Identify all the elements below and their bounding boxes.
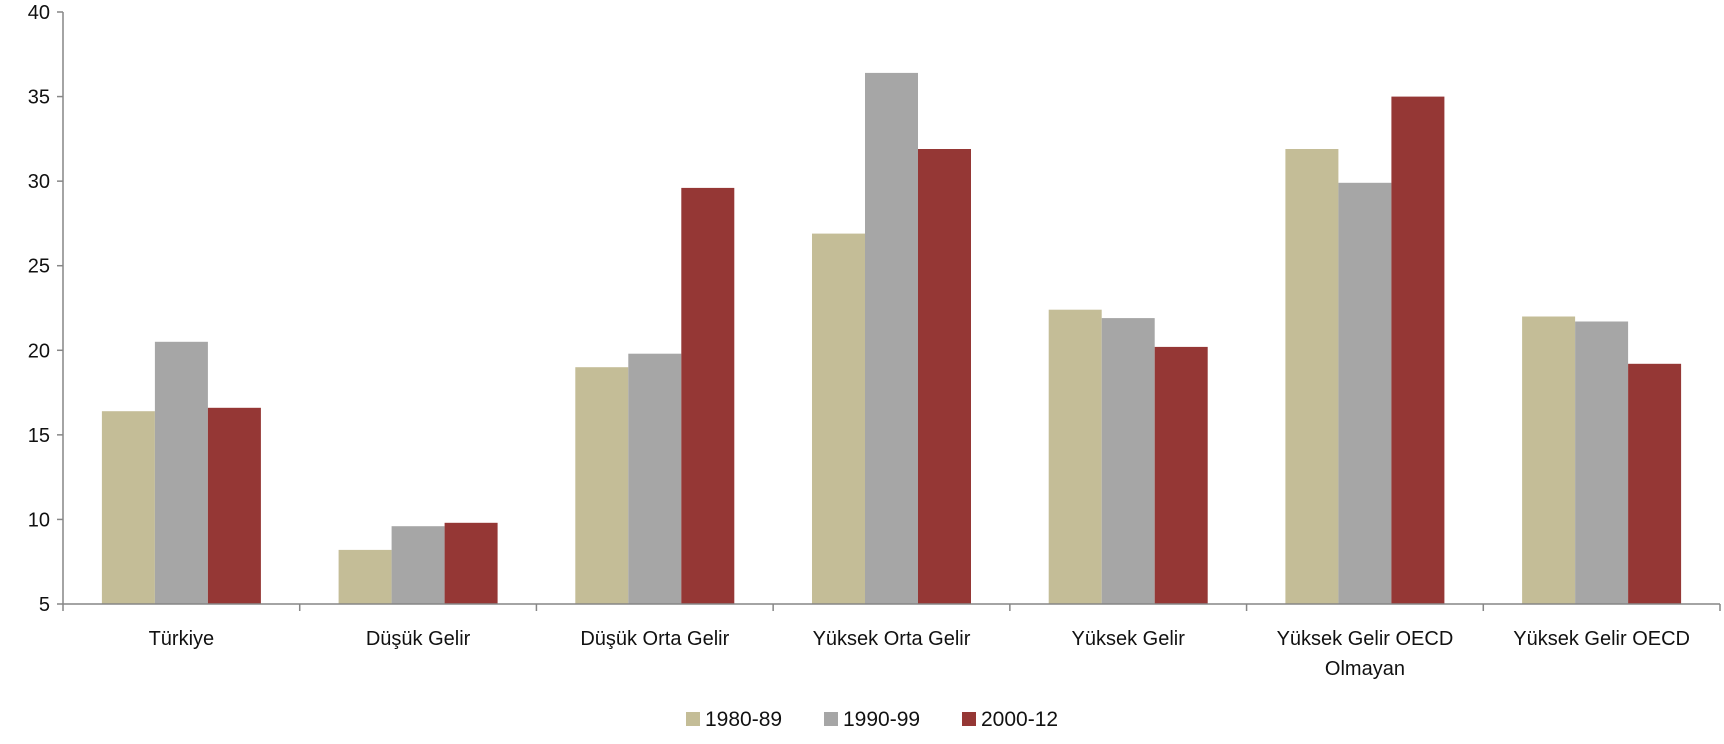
bar-1980-89-2 (575, 367, 629, 604)
x-tick-label-3-0: Yüksek Orta Gelir (813, 628, 971, 650)
bar-2000-12-1 (444, 522, 498, 604)
x-tick-label-4-0: Yüksek Gelir (1072, 628, 1186, 650)
legend-label-2000-12: 2000-12 (981, 708, 1058, 731)
legend: 1980-89 1990-99 2000-12 (686, 708, 1058, 731)
bar-2000-12-6 (1628, 363, 1682, 604)
bar-1980-89-6 (1522, 316, 1576, 604)
bar-1980-89-4 (1048, 309, 1102, 604)
bar-2000-12-0 (207, 407, 261, 604)
bar-1980-89-3 (812, 233, 865, 604)
y-tick-label-30: 30 (28, 171, 50, 193)
x-tick-label-5-0: Yüksek Gelir OECD (1277, 628, 1454, 650)
y-tick-label-35: 35 (28, 87, 50, 109)
axes-layer (57, 11, 1721, 611)
y-tick-label-20: 20 (28, 340, 50, 362)
bar-1990-99-0 (154, 341, 208, 604)
x-tick-label-2-0: Düşük Orta Gelir (580, 628, 729, 650)
bars-layer (101, 72, 1682, 605)
bar-1990-99-3 (865, 72, 918, 604)
legend-label-1990-99: 1990-99 (843, 708, 920, 731)
legend-swatch-1990-99 (824, 712, 838, 726)
bar-2000-12-2 (681, 187, 735, 604)
legend-label-1980-89: 1980-89 (705, 708, 782, 731)
y-tick-label-25: 25 (28, 256, 50, 278)
labels-layer: 5 10 15 20 25 30 35 40 Türkiye Düşük Gelir Düşük O… (28, 2, 1690, 680)
bar-1990-99-5 (1338, 182, 1392, 605)
bar-2000-12-3 (918, 149, 971, 604)
x-tick-label-1-0: Düşük Gelir (366, 628, 471, 650)
bar-2000-12-5 (1391, 96, 1445, 604)
x-tick-label-0-0: Türkiye (149, 628, 215, 650)
bar-1990-99-2 (628, 353, 682, 604)
bar-1990-99-1 (391, 526, 445, 604)
legend-swatch-2000-12 (962, 712, 976, 726)
y-tick-label-10: 10 (28, 509, 50, 531)
y-tick-label-40: 40 (28, 2, 50, 24)
bar-1990-99-4 (1101, 318, 1155, 604)
bar-1990-99-6 (1575, 321, 1629, 604)
bar-2000-12-4 (1154, 346, 1208, 604)
y-tick-label-15: 15 (28, 425, 50, 447)
y-tick-label-5: 5 (39, 594, 50, 616)
bar-1980-89-5 (1285, 149, 1339, 604)
legend-swatch-1980-89 (686, 712, 700, 726)
x-tick-label-6-0: Yüksek Gelir OECD (1513, 628, 1690, 650)
bar-1980-89-0 (101, 411, 155, 604)
x-tick-label-5-1: Olmayan (1325, 658, 1405, 680)
bar-1980-89-1 (338, 549, 392, 604)
